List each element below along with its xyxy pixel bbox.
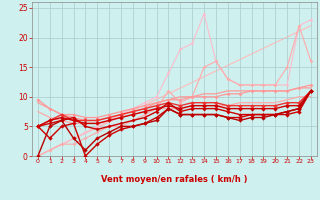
X-axis label: Vent moyen/en rafales ( km/h ): Vent moyen/en rafales ( km/h )	[101, 175, 248, 184]
